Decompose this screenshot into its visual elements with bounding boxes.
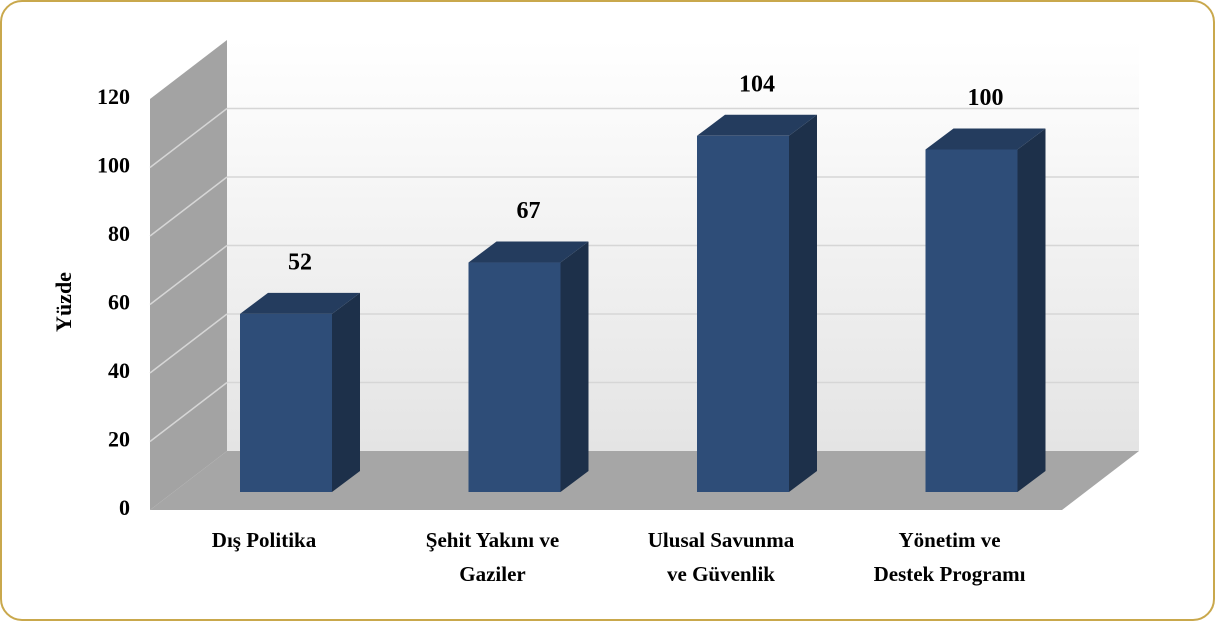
bar-side: [560, 241, 589, 492]
x-tick-label: Dış Politika: [212, 528, 317, 552]
y-tick-label: 60: [108, 290, 130, 315]
bar-side: [1017, 128, 1046, 492]
grid-line: [149, 381, 228, 443]
grid-line: [149, 313, 228, 374]
bar-side: [332, 292, 360, 492]
bar-front: [697, 135, 789, 493]
x-tick-label: Ulusal Savunma ve Güvenlik: [648, 528, 795, 586]
bar-front: [925, 149, 1018, 492]
bar-top: [697, 114, 817, 136]
y-tick-label: 20: [108, 427, 130, 452]
value-label: 104: [739, 71, 775, 97]
bar-front: [468, 262, 561, 492]
y-tick-label: 80: [108, 221, 130, 246]
value-label: 67: [517, 198, 541, 224]
floor: [150, 451, 1139, 510]
bar-top: [468, 241, 589, 263]
grid-line: [149, 244, 228, 306]
y-axis-title: Yüzde: [51, 272, 76, 332]
y-tick-label: 100: [97, 153, 130, 178]
bar-front: [240, 313, 332, 492]
bar-top: [925, 128, 1046, 150]
bar-side: [789, 114, 817, 493]
grid-line: [149, 107, 228, 169]
x-tick-label: Yönetim ve Destek Programı: [874, 528, 1026, 586]
bar: [240, 292, 360, 492]
grid-line: [149, 176, 228, 237]
y-tick-label: 40: [108, 358, 130, 383]
value-label: 100: [968, 85, 1004, 111]
x-tick-label: Şehit Yakını ve Gaziler: [426, 528, 559, 586]
y-tick-label: 0: [119, 495, 130, 520]
bar: [468, 241, 589, 492]
value-label: 52: [288, 249, 312, 275]
bar-top: [240, 292, 360, 314]
y-tick-label: 120: [97, 84, 130, 109]
bar: [925, 128, 1046, 492]
bar: [697, 114, 817, 493]
